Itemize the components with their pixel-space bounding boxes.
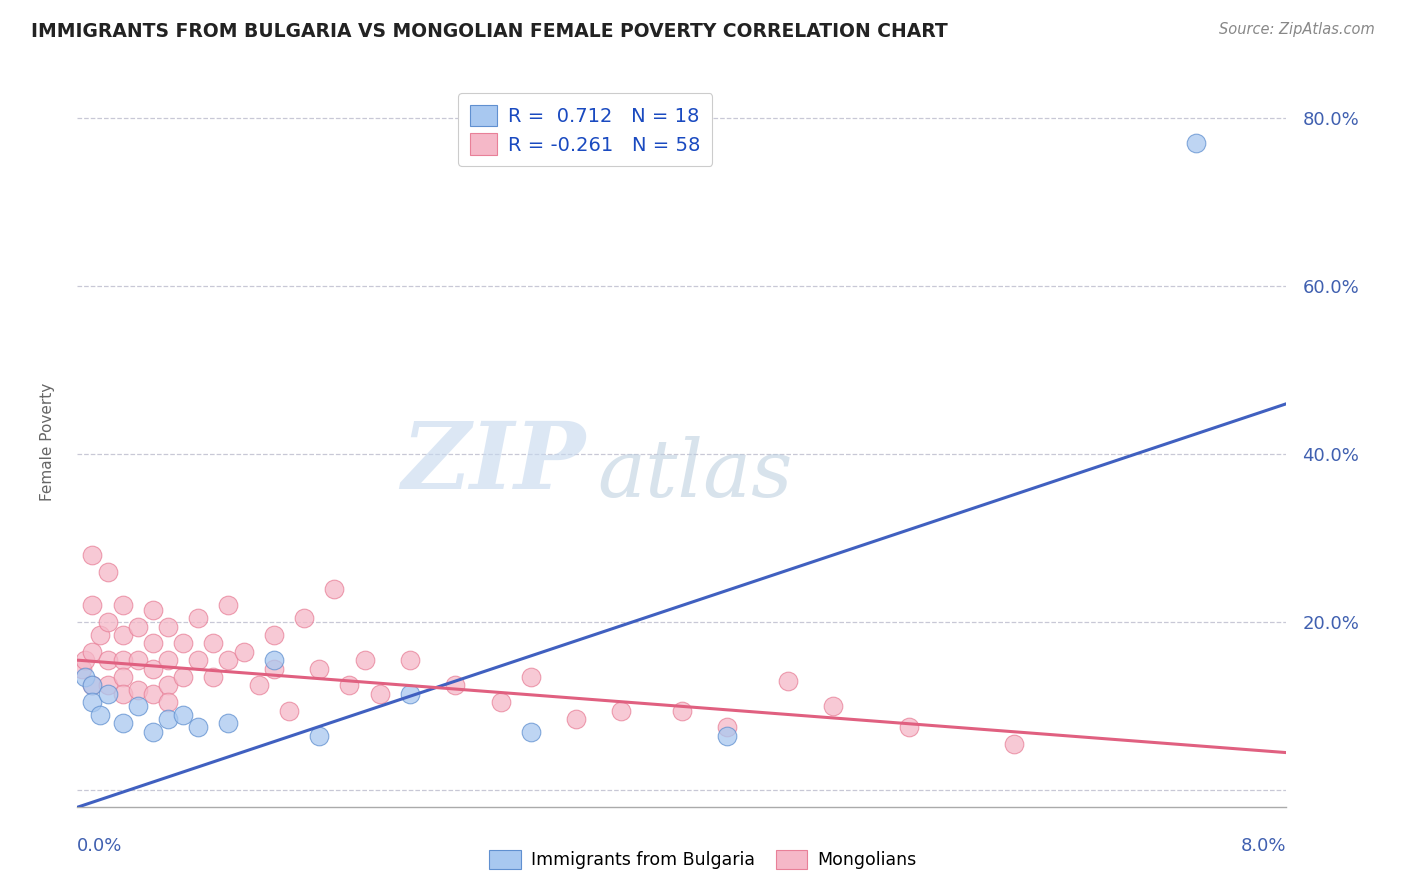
Point [82,695,104,709]
Point [96,678,118,692]
Point [82,678,104,692]
Point [218,716,240,731]
Point [263,653,285,667]
Point [520,670,543,684]
Point [776,674,799,689]
Point [263,661,285,675]
Point [323,582,346,596]
Point [308,661,330,675]
Point [89,707,111,722]
Text: IMMIGRANTS FROM BULGARIA VS MONGOLIAN FEMALE POVERTY CORRELATION CHART: IMMIGRANTS FROM BULGARIA VS MONGOLIAN FE… [31,22,948,41]
Point [111,716,134,731]
Point [232,645,254,659]
Point [157,712,180,726]
Point [610,704,633,718]
Point [127,653,149,667]
Text: Source: ZipAtlas.com: Source: ZipAtlas.com [1219,22,1375,37]
Point [353,653,375,667]
Point [111,687,134,701]
Point [520,724,543,739]
Point [70,661,93,675]
Text: atlas: atlas [598,435,793,513]
Point [82,548,104,562]
Point [202,636,225,650]
Point [127,699,149,714]
Point [142,661,165,675]
Text: ZIP: ZIP [401,418,585,508]
Point [172,707,194,722]
Point [1185,136,1208,150]
Point [278,704,301,718]
Text: 0.0%: 0.0% [77,837,122,855]
Point [111,599,134,613]
Point [89,628,111,642]
Point [897,720,920,734]
Point [823,699,845,714]
Point [111,653,134,667]
Point [82,645,104,659]
Point [565,712,588,726]
Point [111,670,134,684]
Point [111,628,134,642]
Point [142,603,165,617]
Point [671,704,693,718]
Point [187,611,209,625]
Point [142,636,165,650]
Point [1004,737,1026,751]
Point [96,615,118,630]
Point [157,653,180,667]
Point [202,670,225,684]
Point [96,653,118,667]
Point [96,565,118,579]
Point [187,720,209,734]
Point [73,670,96,684]
Point [368,687,391,701]
Point [73,653,96,667]
Point [716,720,738,734]
Point [339,678,360,692]
Point [172,636,194,650]
Point [263,628,285,642]
Point [187,653,209,667]
Point [218,599,240,613]
Point [308,729,330,743]
Point [444,678,467,692]
Point [82,678,104,692]
Text: Female Poverty: Female Poverty [39,383,55,500]
Point [142,724,165,739]
Point [218,653,240,667]
Point [399,687,422,701]
Point [127,619,149,633]
Point [399,653,422,667]
Legend: R =  0.712   N = 18, R = -0.261   N = 58: R = 0.712 N = 18, R = -0.261 N = 58 [458,93,713,166]
Point [157,695,180,709]
Point [292,611,315,625]
Point [247,678,270,692]
Legend: Immigrants from Bulgaria, Mongolians: Immigrants from Bulgaria, Mongolians [482,843,924,876]
Text: 8.0%: 8.0% [1241,837,1286,855]
Point [157,619,180,633]
Point [82,599,104,613]
Point [96,687,118,701]
Point [172,670,194,684]
Point [142,687,165,701]
Point [489,695,512,709]
Point [716,729,738,743]
Point [157,678,180,692]
Point [127,682,149,697]
